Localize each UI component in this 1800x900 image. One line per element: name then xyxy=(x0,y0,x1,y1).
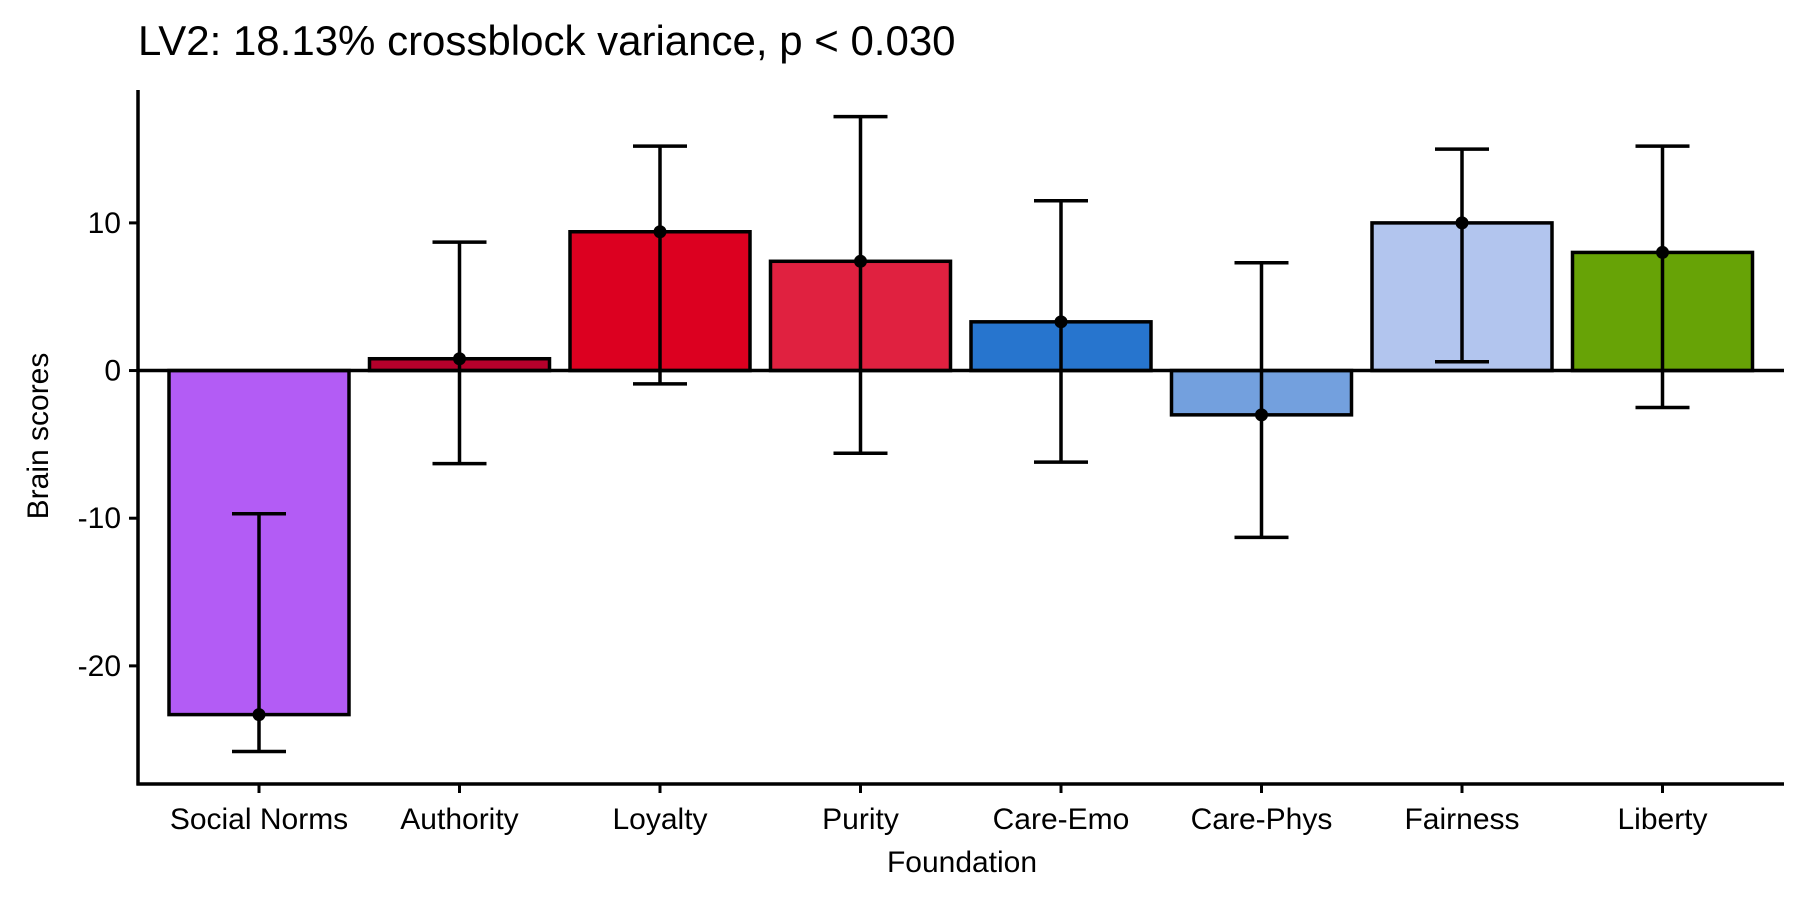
bars-group xyxy=(167,221,1755,717)
chart-title: LV2: 18.13% crossblock variance, p < 0.0… xyxy=(138,17,956,64)
error-bars-group xyxy=(232,114,1690,754)
x-axis-title: Foundation xyxy=(887,846,1037,879)
mean-point xyxy=(252,708,266,722)
mean-point xyxy=(1656,245,1669,259)
x-tick-label: Liberty xyxy=(1617,803,1707,836)
mean-point xyxy=(1054,315,1068,329)
y-tick-label: 10 xyxy=(88,207,121,240)
mean-point xyxy=(1455,216,1469,230)
mean-point xyxy=(1255,408,1268,422)
y-axis-ticks: 10 0 -10 -20 xyxy=(78,207,138,683)
x-tick-label: Care-Emo xyxy=(993,803,1130,836)
y-axis-title: Brain scores xyxy=(22,353,55,520)
x-tick-label: Purity xyxy=(822,803,899,836)
mean-point xyxy=(653,225,667,239)
x-tick-label: Authority xyxy=(400,803,518,836)
y-tick-label: -10 xyxy=(78,502,121,535)
x-tick-label: Fairness xyxy=(1404,803,1519,836)
x-axis-ticks: Social Norms Authority Loyalty Purity Care-E… xyxy=(170,784,1708,836)
mean-point xyxy=(854,254,867,268)
y-tick-label: -20 xyxy=(78,650,121,683)
x-tick-label: Social Norms xyxy=(170,803,348,836)
mean-point xyxy=(453,352,466,366)
y-tick-label: 0 xyxy=(104,355,121,388)
x-tick-label: Care-Phys xyxy=(1191,803,1333,836)
x-tick-label: Loyalty xyxy=(612,803,707,836)
